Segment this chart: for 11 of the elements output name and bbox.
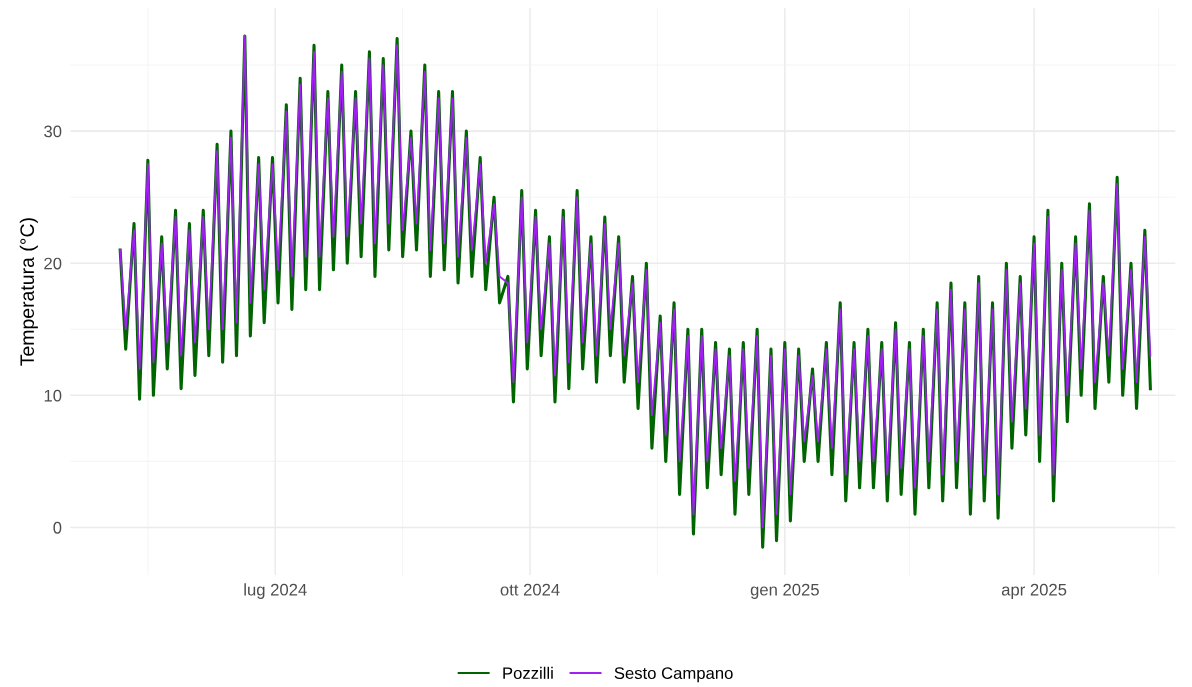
y-tick-label: 30 — [44, 125, 62, 138]
x-tick-label: apr 2025 — [1001, 583, 1067, 599]
legend-label: Sesto Campano — [614, 667, 733, 683]
legend-label: Pozzilli — [503, 666, 553, 680]
y-tick-label: 0 — [53, 521, 62, 534]
y-tick-label: 20 — [44, 257, 62, 270]
x-tick-label: ott 2024 — [500, 583, 560, 596]
y-axis-title: Temperatura (°C) — [19, 218, 38, 366]
x-tick-label: gen 2025 — [750, 583, 819, 599]
y-tick-label: 10 — [44, 389, 62, 402]
x-tick-label: lug 2024 — [244, 583, 307, 599]
